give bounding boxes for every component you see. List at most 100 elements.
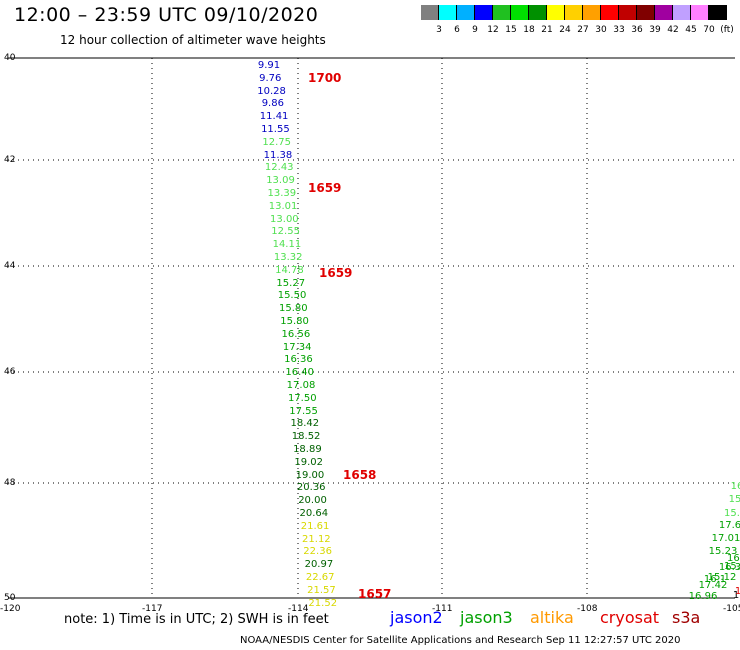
legend-label: 33 (613, 25, 625, 35)
legend-swatch (709, 5, 727, 20)
wave-height-value: 17.50 (287, 392, 317, 404)
wave-height-value: 21.12 (302, 533, 331, 545)
wave-height-value: 16.96 (688, 591, 718, 602)
wave-height-value: 15.12 (707, 572, 737, 583)
pass-time-label: 1657 (358, 587, 392, 601)
wave-height-value: 15.80 (278, 303, 308, 315)
wave-height-value: 21.61 (300, 520, 330, 532)
map-subtitle: 12 hour collection of altimeter wave hei… (60, 33, 326, 47)
legend-swatch (673, 5, 691, 20)
wave-height-value: 11.38 (263, 149, 293, 161)
wave-height-value: 15.23 (708, 546, 738, 557)
legend-swatch (493, 5, 511, 20)
y-tick-label: 48 (4, 478, 16, 488)
wave-height-value: 15.27 (276, 277, 306, 289)
x-tick-label: -120 (0, 604, 21, 614)
x-tick-label: -114 (288, 604, 309, 614)
x-tick-label: -105 (723, 604, 740, 614)
wave-height-value: 21.52 (308, 597, 338, 609)
wave-height-value: 16.3 (718, 562, 740, 573)
legend-swatch (529, 5, 547, 20)
legend-label: 9 (472, 25, 478, 35)
legend-label: 24 (559, 25, 571, 35)
wave-height-value: 17.6 (718, 520, 740, 531)
wave-height-value: 15 (728, 494, 740, 505)
legend-label: 21 (541, 25, 553, 35)
wave-height-value: 20.00 (298, 495, 327, 507)
y-tick-label: 42 (4, 155, 16, 165)
legend-label: (ft) (720, 25, 734, 35)
legend-swatch (655, 5, 673, 20)
satellite-label-s3a: s3a (672, 608, 701, 627)
wave-height-value: 17.34 (282, 341, 312, 353)
wave-height-value: 9.76 (259, 72, 282, 84)
wave-height-value: 16.1 (703, 574, 727, 585)
wave-height-value: 1 (734, 586, 740, 597)
legend-swatch (565, 5, 583, 20)
map-grid (8, 57, 735, 599)
satellite-label-cryosat: cryosat (600, 608, 660, 627)
wave-height-value: 13.01 (268, 200, 298, 212)
wave-height-value: 9.91 (257, 60, 281, 71)
legend-swatch (691, 5, 709, 20)
wave-height-value: 15.50 (277, 290, 307, 302)
satellite-label-jason3: jason3 (460, 608, 513, 627)
wave-height-value: 15.80 (280, 316, 309, 327)
wave-height-value: 16.56 (281, 328, 311, 340)
wave-height-value: 1 (732, 590, 740, 601)
wave-height-value: 13.39 (267, 188, 297, 199)
pass-time-label: 1658 (343, 468, 377, 482)
wave-height-value: 15. (724, 508, 740, 519)
wave-height-value: 19.00 (295, 469, 325, 481)
legend-swatch (601, 5, 619, 20)
wave-height-value: 17.01 (711, 533, 740, 544)
x-tick-label: -108 (577, 604, 598, 614)
legend-swatch (421, 5, 439, 20)
wave-height-value: 13.32 (273, 252, 303, 263)
legend-swatch (583, 5, 601, 20)
legend-label: 30 (595, 25, 607, 35)
legend-label: 6 (454, 25, 460, 35)
wave-height-value: 15. (724, 561, 740, 572)
legend-swatch (511, 5, 529, 20)
wave-height-value: 20.36 (296, 482, 326, 494)
wave-height-value: 20.97 (304, 559, 334, 571)
x-tick-label: -111 (432, 604, 453, 614)
y-tick-label: 50 (4, 593, 16, 603)
legend-label: 45 (685, 25, 697, 35)
wave-height-value: 12.55 (271, 226, 300, 238)
wave-height-value: 16 (730, 481, 740, 492)
wave-height-value: 17.42 (698, 580, 728, 591)
legend-swatch (547, 5, 565, 20)
wave-height-value: 17.08 (286, 380, 316, 391)
wave-height-value: 18.52 (291, 431, 321, 443)
legend-label: 15 (505, 25, 517, 35)
wave-height-value: 10.28 (257, 85, 286, 97)
legend-swatch (637, 5, 655, 20)
wave-height-value: 13.09 (266, 175, 295, 187)
wave-height-value: 20.64 (299, 508, 329, 519)
map-title: 12:00 – 23:59 UTC 09/10/2020 (14, 4, 319, 26)
wave-height-value: 9.86 (261, 98, 284, 110)
wave-height-value: 16.36 (284, 354, 313, 366)
wave-height-value: 11.41 (259, 111, 289, 123)
wave-height-value: 14.78 (275, 264, 304, 276)
legend-swatch (457, 5, 475, 20)
legend-swatch (619, 5, 637, 20)
y-tick-label: 46 (4, 367, 16, 377)
y-tick-label: 44 (4, 261, 16, 271)
wave-height-value: 16.40 (285, 367, 315, 379)
wave-height-value: 14.11 (272, 239, 302, 251)
wave-height-value: 19.02 (294, 456, 323, 468)
legend-label: 27 (577, 25, 589, 35)
wave-height-value: 11.55 (261, 124, 290, 135)
wave-height-value: 12.43 (264, 162, 294, 174)
legend-label: 12 (487, 25, 499, 35)
legend-swatch (439, 5, 457, 20)
pass-time-label: 1700 (308, 71, 342, 85)
x-tick-label: -117 (142, 604, 163, 614)
pass-time-label: 1659 (308, 181, 342, 195)
legend-label: 18 (523, 25, 535, 35)
wave-height-value: 18.89 (293, 444, 322, 455)
